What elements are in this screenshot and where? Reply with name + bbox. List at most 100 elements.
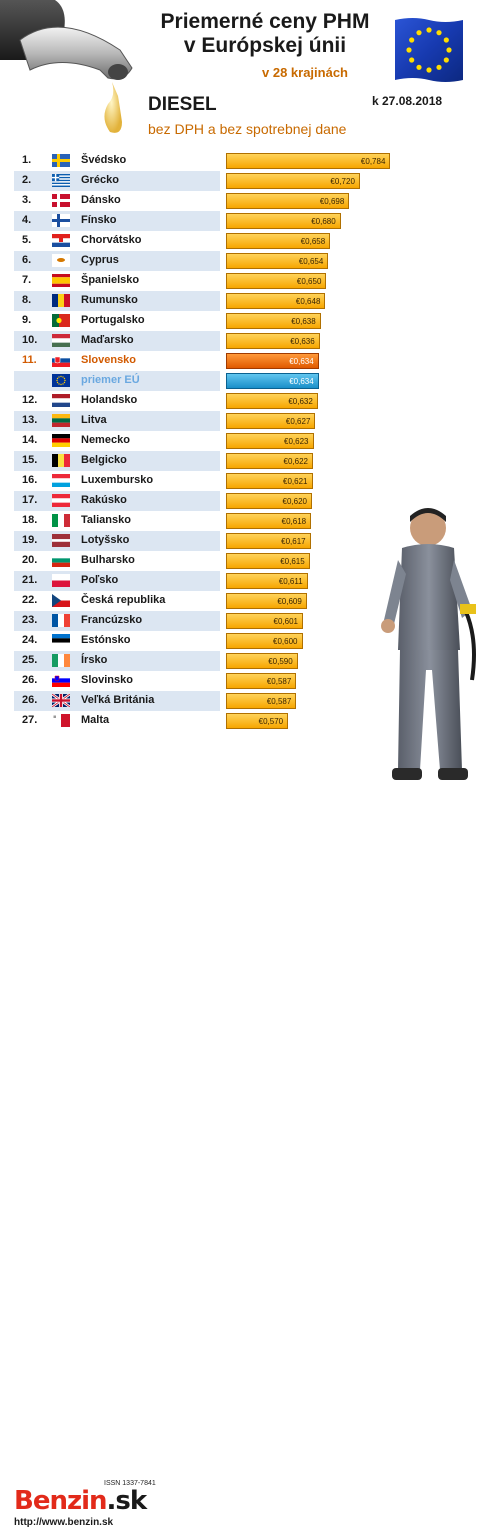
eu-star [406,47,412,53]
bar-track: €0,634 [226,353,422,369]
bar-value-label: €0,648 [295,297,321,306]
bar-track: €0,658 [226,233,422,249]
row-label-cell: 7. Španielsko [14,271,220,291]
fuel-type-label: DIESEL [148,94,217,115]
bar-track: €0,654 [226,253,422,269]
bar-track: €0,623 [226,433,422,449]
row-label-cell: 21. Poľsko [14,571,220,591]
row-label-cell: 1. Švédsko [14,151,220,171]
bar-value-label: €0,654 [298,257,324,266]
row-label-cell: 20. Bulharsko [14,551,220,571]
bg-flag-icon [52,554,70,567]
chart-row: 8. Rumunsko €0,648 [14,291,422,311]
benzin-sk-logo[interactable]: Benzin.sk [14,1486,147,1516]
chart-row: 6. Cyprus €0,654 [14,251,422,271]
bar: €0,622 [226,453,313,469]
bar: €0,720 [226,173,360,189]
website-link[interactable]: http://www.benzin.sk [14,1517,114,1528]
rank-label: 17. [22,494,38,506]
eu-star [443,37,449,43]
lv-flag-icon [52,534,70,547]
row-label-cell: 10. Maďarsko [14,331,220,351]
bar-track: €0,632 [226,393,422,409]
rank-label: 18. [22,514,38,526]
country-label: Cyprus [81,254,119,266]
subtitle: bez DPH a bez spotrebnej dane [148,121,347,137]
bar-value-label: €0,570 [258,717,284,726]
bar-value-label: €0,784 [360,157,386,166]
eu-star [426,67,432,73]
eu-star [436,64,442,70]
row-label-cell: 8. Rumunsko [14,291,220,311]
row-label-cell: 15. Belgicko [14,451,220,471]
hr-flag-icon [52,234,70,247]
country-label: Portugalsko [81,314,145,326]
bar: €0,600 [226,633,303,649]
bar-value-label: €0,621 [283,477,308,486]
rank-label: 27. [22,714,38,726]
country-label: Španielsko [81,274,140,286]
chart-row: 3. Dánsko €0,698 [14,191,422,211]
chart-row: 9. Portugalsko €0,638 [14,311,422,331]
eu-star [436,30,442,36]
row-label-cell: 27. Malta [14,711,220,731]
country-label: Švédsko [81,154,127,166]
country-label: Holandsko [81,394,138,406]
bar-value-label: €0,617 [281,537,306,546]
country-label: Bulharsko [81,554,135,566]
eu-star [426,27,432,33]
rank-label: 20. [22,554,38,566]
country-label: Litva [81,414,107,426]
row-label-cell: priemer EÚ [14,371,220,391]
bar-track: €0,698 [226,193,422,209]
chart-row: 25. Írsko €0,590 [14,651,422,671]
row-label-cell: 18. Taliansko [14,511,220,531]
bar-track: €0,648 [226,293,422,309]
rank-label: 12. [22,394,38,406]
rank-label: 10. [22,334,38,346]
bar: €0,570 [226,713,289,729]
title-line-1: Priemerné ceny PHM [160,10,370,33]
chart-row: 5. Chorvátsko €0,658 [14,231,422,251]
rank-label: 16. [22,474,38,486]
at-flag-icon [52,494,70,507]
row-label-cell: 22. Česká republika [14,591,220,611]
chart-row: 14. Nemecko €0,623 [14,431,422,451]
cz-flag-icon [52,594,70,607]
se-flag-icon [52,154,70,167]
country-label: Francúzsko [81,614,143,626]
eu-flag-icon [395,18,463,82]
row-label-cell: 3. Dánsko [14,191,220,211]
rank-label: 26. [22,694,38,706]
lt-flag-icon [52,414,70,427]
chart-row: 27. Malta €0,570 [14,711,422,731]
bar-track: €0,570 [226,713,422,729]
country-label: Grécko [81,174,119,186]
si-flag-icon [52,674,70,687]
chart-row: 22. Česká republika €0,609 [14,591,422,611]
rank-label: 7. [22,274,32,286]
chart-row: 19. Lotyšsko €0,617 [14,531,422,551]
bar-value-label: €0,609 [277,597,302,606]
bar-track: €0,621 [226,473,422,489]
bar: €0,615 [226,553,310,569]
chart-row: 13. Litva €0,627 [14,411,422,431]
bar-track: €0,784 [226,153,422,169]
footer: ISSN 1337-7841 Benzin.sk http://www.benz… [0,728,480,1528]
rank-label: 14. [22,434,38,446]
bar: €0,654 [226,253,329,269]
ie-flag-icon [52,654,70,667]
bar: €0,650 [226,273,327,289]
bar-value-label: €0,632 [288,397,313,406]
rank-label: 15. [22,454,38,466]
bar-track: €0,615 [226,553,422,569]
bar-value-label: €0,622 [283,457,308,466]
bar-value-label: €0,615 [280,557,305,566]
bar-value-label: €0,601 [273,617,298,626]
bar-value-label: €0,638 [291,317,316,326]
chart-row: 23. Francúzsko €0,601 [14,611,422,631]
country-label: Rumunsko [81,294,138,306]
country-label: Luxembursko [81,474,154,486]
bar-value-label: €0,600 [273,637,298,646]
fi-flag-icon [52,214,70,227]
